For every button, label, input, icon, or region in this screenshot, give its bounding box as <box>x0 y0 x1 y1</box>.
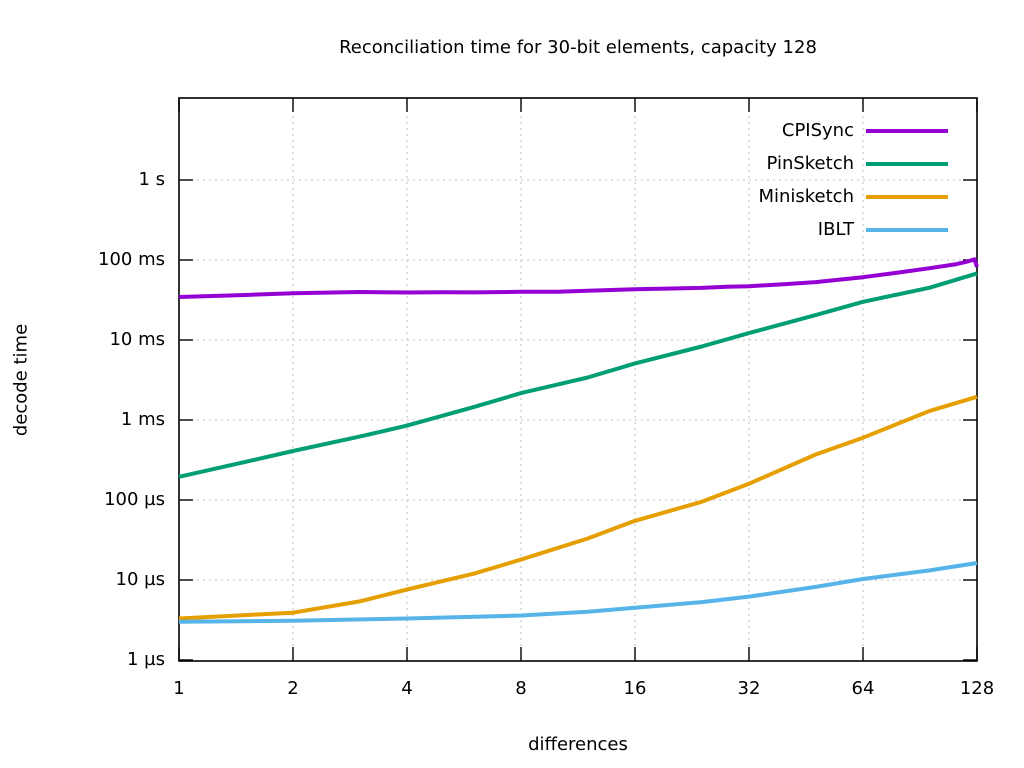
y-tick-label: 10 ms <box>109 329 165 350</box>
x-tick-label: 32 <box>737 678 761 699</box>
x-tick-label: 128 <box>959 678 995 699</box>
legend-line-swatch <box>866 227 948 232</box>
legend-item-cpisync: CPISync <box>758 114 948 147</box>
x-tick-label: 2 <box>287 678 299 699</box>
x-tick-label: 8 <box>515 678 527 699</box>
legend-item-pinsketch: PinSketch <box>758 147 948 180</box>
plot-border <box>178 97 978 662</box>
y-tick-label: 1 µs <box>126 649 165 670</box>
x-tick-label: 16 <box>623 678 647 699</box>
x-tick-label: 1 <box>173 678 185 699</box>
legend-label: Minisketch <box>758 186 854 207</box>
y-tick-label: 1 ms <box>120 409 165 430</box>
series-line-pinsketch <box>178 271 978 479</box>
legend-item-minisketch: Minisketch <box>758 180 948 213</box>
legend: CPISync PinSketch Minisketch IBLT <box>758 114 948 246</box>
series-line-cpisync <box>178 257 979 299</box>
legend-line-swatch <box>866 194 948 199</box>
y-tick-label: 100 µs <box>104 489 165 510</box>
series-line-minisketch <box>178 394 978 621</box>
x-axis-title: differences <box>528 734 628 755</box>
legend-label: CPISync <box>781 120 854 141</box>
legend-line-swatch <box>866 161 948 166</box>
legend-label: PinSketch <box>766 153 854 174</box>
legend-label: IBLT <box>817 219 854 240</box>
legend-item-iblt: IBLT <box>758 213 948 246</box>
y-tick-label: 1 s <box>138 169 165 190</box>
y-tick-label: 100 ms <box>98 249 165 270</box>
chart-title: Reconciliation time for 30-bit elements,… <box>339 37 817 58</box>
y-tick-label: 10 µs <box>115 569 165 590</box>
x-tick-label: 64 <box>851 678 875 699</box>
legend-line-swatch <box>866 128 948 133</box>
series-line-iblt <box>178 561 978 624</box>
x-tick-label: 4 <box>401 678 413 699</box>
